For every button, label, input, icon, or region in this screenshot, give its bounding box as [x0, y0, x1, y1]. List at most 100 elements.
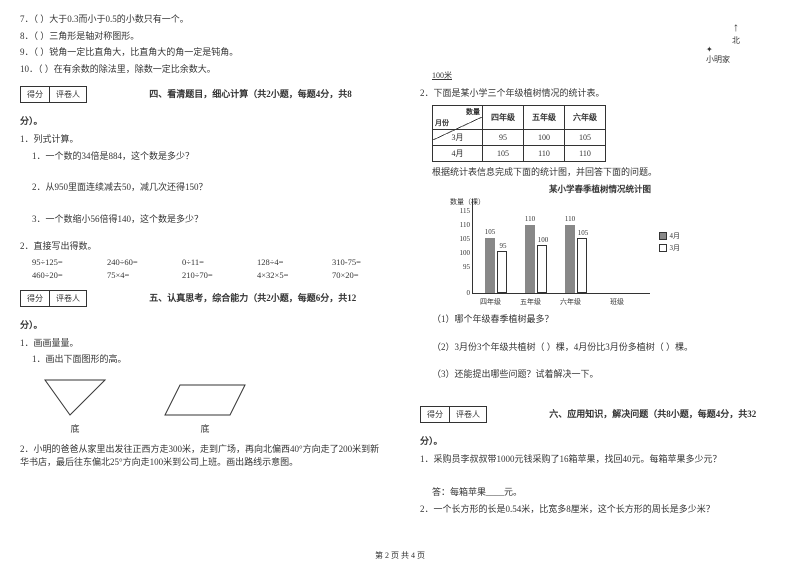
diagonal-header: 数量 月份 [433, 105, 483, 129]
legend-label: 4月 [670, 231, 681, 241]
s6-2: 2．一个长方形的长是0.54米，比宽多8厘米，这个长方形的周长是多少米？ [420, 503, 780, 517]
cell: 95 [483, 129, 524, 145]
calc: 310-75= [332, 257, 387, 267]
score-label: 得分 [421, 407, 450, 422]
bar-g4-mar: 95 [497, 251, 507, 293]
y-axis-title: 数量（棵） [450, 197, 485, 207]
s6-1: 1．采购员李叔叔带1000元钱采购了16箱苹果，找回40元。每箱苹果多少元？ [420, 453, 780, 467]
ytick: 0 [467, 289, 471, 297]
north-label: 北 [732, 35, 740, 46]
calc: 95÷125= [32, 257, 87, 267]
bar-value: 100 [533, 236, 553, 244]
calc: 0÷11= [182, 257, 237, 267]
shapes: 底 底 [40, 375, 380, 435]
calc: 128÷4= [257, 257, 312, 267]
score-box-6: 得分 评卷人 [420, 406, 487, 423]
data-table: 数量 月份 四年级 五年级 六年级 3月 95 100 105 4月 105 1… [432, 105, 606, 162]
bar-g5-mar: 100 [537, 245, 547, 293]
chart-note: 根据统计表信息完成下面的统计图，并回答下面的问题。 [432, 166, 780, 180]
calc-row-2: 460÷20= 75×4= 210÷70= 4×32×5= 70×20= [32, 270, 380, 280]
legend-swatch-icon [659, 232, 667, 240]
bar-value: 110 [560, 215, 580, 223]
diag-qty: 数量 [466, 107, 480, 117]
q9: 9．（ ）锐角一定比直角大，比直角大的角一定是钝角。 [20, 46, 380, 60]
xtick: 五年级 [520, 297, 541, 307]
col-header: 四年级 [483, 105, 524, 129]
diag-month: 月份 [435, 118, 449, 128]
ytick: 95 [463, 263, 470, 271]
s4-1a: 1．一个数的34倍是884，这个数是多少？ [32, 150, 380, 164]
base-label: 底 [40, 422, 110, 435]
base-label: 底 [160, 422, 250, 435]
calc-row-1: 95÷125= 240÷60= 0÷11= 128÷4= 310-75= [32, 257, 380, 267]
bar-g6-mar: 105 [577, 238, 587, 293]
right-column: ↑ 北 ✦小明家 100米 2．下面是某小学三个年级植树情况的统计表。 数量 月… [400, 0, 800, 565]
home-label: 小明家 [706, 55, 730, 64]
r-s2: 2．下面是某小学三个年级植树情况的统计表。 [420, 87, 780, 101]
q8: 8．（ ）三角形是轴对称图形。 [20, 30, 380, 44]
chart-title: 某小学春季植树情况统计图 [420, 183, 780, 195]
score-box-5: 得分 评卷人 [20, 290, 87, 307]
s4-1: 1．列式计算。 [20, 133, 380, 147]
xtick: 四年级 [480, 297, 501, 307]
left-column: 7．（ ）大于0.3而小于0.5的小数只有一个。 8．（ ）三角形是轴对称图形。… [0, 0, 400, 565]
triangle-shape: 底 [40, 375, 110, 435]
calc: 75×4= [107, 270, 162, 280]
s5-1: 1．画画量量。 [20, 337, 380, 351]
q10: 10．（ ）在有余数的除法里，除数一定比余数大。 [20, 63, 380, 77]
bar-value: 110 [520, 215, 540, 223]
s4-1c: 3．一个数缩小56倍得140，这个数是多少？ [32, 213, 380, 227]
col-header: 五年级 [524, 105, 565, 129]
section-5-title: 五、认真思考，综合能力（共2小题，每题6分，共12 [149, 291, 356, 304]
s5-2: 2．小明的爸爸从家里出发往正西方走300米，走到广场，再向北偏西40°方向走了2… [20, 443, 380, 470]
chart-q2: （2）3月份3个年级共植树（ ）棵，4月份比3月份多植树（ ）棵。 [432, 341, 780, 355]
xtick: 班级 [610, 297, 624, 307]
fen-6: 分）。 [420, 434, 780, 447]
s4-2: 2．直接写出得数。 [20, 240, 380, 254]
bar-value: 95 [493, 242, 513, 250]
y-axis [472, 199, 473, 294]
calc: 210÷70= [182, 270, 237, 280]
cell: 110 [524, 145, 565, 161]
col-header: 六年级 [565, 105, 606, 129]
parallelogram-shape: 底 [160, 380, 250, 435]
bar-value: 105 [573, 229, 593, 237]
xtick: 六年级 [560, 297, 581, 307]
chart-legend: 4月 3月 [659, 229, 681, 255]
grader-label: 评卷人 [50, 291, 86, 306]
chart-q1: （1）哪个年级春季植树最多？ [432, 313, 780, 327]
calc: 4×32×5= [257, 270, 312, 280]
ytick: 110 [460, 221, 470, 229]
score-label: 得分 [21, 87, 50, 102]
home-marker: ✦小明家 [706, 45, 730, 65]
score-label: 得分 [21, 291, 50, 306]
section-4-title: 四、看清题目，细心计算（共2小题，每题4分，共8 [149, 87, 352, 100]
cell: 110 [565, 145, 606, 161]
fen-4: 分）。 [20, 114, 380, 127]
cell: 105 [565, 129, 606, 145]
fen-5: 分）。 [20, 318, 380, 331]
q7: 7．（ ）大于0.3而小于0.5的小数只有一个。 [20, 13, 380, 27]
ytick: 105 [460, 235, 471, 243]
compass-icon: ↑ 北 [732, 20, 740, 46]
bar-chart: 数量（棵） 115 110 105 100 95 0 105 95 110 10… [450, 199, 650, 309]
grader-label: 评卷人 [50, 87, 86, 102]
section-6-title: 六、应用知识，解决问题（共8小题，每题4分，共32 [549, 407, 756, 420]
s4-1b: 2．从950里面连续减去50，减几次还得150？ [32, 181, 380, 195]
table-row: 4月 105 110 110 [433, 145, 606, 161]
grader-label: 评卷人 [450, 407, 486, 422]
calc: 240÷60= [107, 257, 162, 267]
cell: 100 [524, 129, 565, 145]
bar-value: 105 [480, 228, 500, 236]
north-arrow-icon: ↑ [732, 20, 740, 35]
legend-label: 3月 [670, 243, 681, 253]
x-axis [472, 293, 650, 294]
cell: 105 [483, 145, 524, 161]
ytick: 100 [460, 249, 471, 257]
s6-1a: 答：每箱苹果____元。 [432, 486, 780, 500]
s5-1a: 1．画出下面图形的高。 [32, 353, 380, 367]
legend-swatch-icon [659, 244, 667, 252]
page-footer: 第 2 页 共 4 页 [0, 550, 800, 561]
scale-label: 100米 [432, 70, 780, 81]
calc: 70×20= [332, 270, 387, 280]
